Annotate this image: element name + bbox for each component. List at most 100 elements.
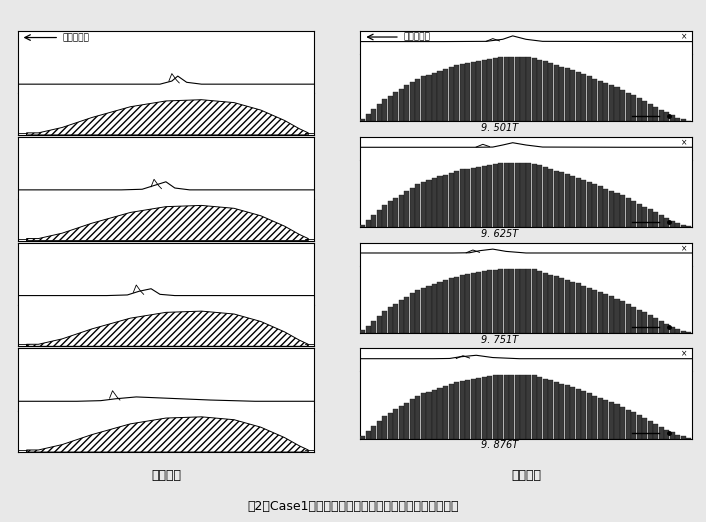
Bar xyxy=(520,57,525,122)
Bar xyxy=(504,375,509,438)
Bar xyxy=(543,62,548,122)
Bar xyxy=(537,60,542,122)
Bar xyxy=(587,76,592,122)
Bar xyxy=(614,404,620,438)
Bar xyxy=(448,67,454,122)
Bar xyxy=(460,381,465,438)
Bar xyxy=(415,184,421,227)
Bar xyxy=(432,390,437,438)
Bar xyxy=(631,412,636,438)
Bar xyxy=(543,378,548,438)
Bar xyxy=(448,384,454,438)
Bar xyxy=(493,164,498,227)
Bar xyxy=(371,426,376,438)
Bar xyxy=(421,288,426,333)
Bar xyxy=(686,332,691,333)
Bar xyxy=(421,76,426,122)
Bar xyxy=(388,307,393,333)
Bar xyxy=(664,324,669,333)
Bar xyxy=(421,394,426,438)
Bar xyxy=(526,269,531,333)
Bar xyxy=(493,58,498,122)
Bar xyxy=(570,176,575,227)
Bar xyxy=(626,92,630,122)
Bar xyxy=(604,294,609,333)
Bar xyxy=(620,301,625,333)
Bar xyxy=(360,119,365,122)
Bar xyxy=(554,65,558,122)
Bar xyxy=(465,380,470,438)
Bar xyxy=(432,284,437,333)
Bar xyxy=(642,312,647,333)
Bar xyxy=(471,62,476,122)
Bar xyxy=(670,221,675,227)
Bar xyxy=(399,89,404,122)
Text: 9. 751T: 9. 751T xyxy=(481,335,518,345)
Bar xyxy=(559,278,564,333)
Bar xyxy=(637,98,642,122)
Bar xyxy=(360,330,365,333)
Bar xyxy=(592,184,597,227)
Bar xyxy=(510,269,515,333)
Bar xyxy=(481,165,487,227)
Bar xyxy=(537,165,542,227)
Bar xyxy=(559,67,564,122)
Bar xyxy=(409,188,415,227)
Bar xyxy=(587,182,592,227)
Bar xyxy=(487,270,492,333)
Bar xyxy=(371,109,376,122)
Bar xyxy=(681,119,686,122)
Bar xyxy=(604,83,609,122)
Bar xyxy=(388,413,393,438)
Bar xyxy=(543,167,548,227)
Bar xyxy=(438,71,443,122)
Bar xyxy=(659,426,664,438)
Bar xyxy=(366,431,371,438)
Bar xyxy=(647,104,653,122)
Bar xyxy=(405,86,409,122)
Bar xyxy=(438,176,443,227)
Bar xyxy=(515,375,520,438)
Bar xyxy=(686,121,691,122)
Bar xyxy=(460,64,465,122)
Bar xyxy=(576,177,581,227)
Bar xyxy=(642,101,647,122)
Text: ×: × xyxy=(681,138,687,147)
Bar xyxy=(565,174,570,227)
Bar xyxy=(393,409,398,438)
Bar xyxy=(631,201,636,227)
Bar xyxy=(620,407,625,438)
Bar xyxy=(647,315,653,333)
Bar xyxy=(504,163,509,227)
Bar xyxy=(366,326,371,333)
Bar xyxy=(432,73,437,122)
Bar xyxy=(653,212,658,227)
Text: 実験結果: 実験結果 xyxy=(151,469,181,481)
Bar xyxy=(681,330,686,333)
Bar xyxy=(498,375,503,438)
Polygon shape xyxy=(27,311,309,347)
Bar xyxy=(664,218,669,227)
Bar xyxy=(465,169,470,227)
Bar xyxy=(659,215,664,227)
Bar xyxy=(620,195,625,227)
Bar xyxy=(487,376,492,438)
Bar xyxy=(377,210,382,227)
Bar xyxy=(614,87,620,122)
Bar xyxy=(637,204,642,227)
Bar xyxy=(576,389,581,438)
Bar xyxy=(576,72,581,122)
Bar xyxy=(559,384,564,438)
Bar xyxy=(504,57,509,122)
Bar xyxy=(415,290,421,333)
Text: 図2　Case1における計算結果と実験結果の水面形の比較: 図2 Case1における計算結果と実験結果の水面形の比較 xyxy=(247,500,459,513)
Bar xyxy=(432,179,437,227)
Bar xyxy=(598,398,603,438)
Bar xyxy=(554,171,558,227)
Bar xyxy=(393,92,398,122)
Bar xyxy=(548,275,554,333)
Polygon shape xyxy=(27,417,309,452)
Bar xyxy=(570,281,575,333)
Bar xyxy=(371,321,376,333)
Bar xyxy=(465,274,470,333)
